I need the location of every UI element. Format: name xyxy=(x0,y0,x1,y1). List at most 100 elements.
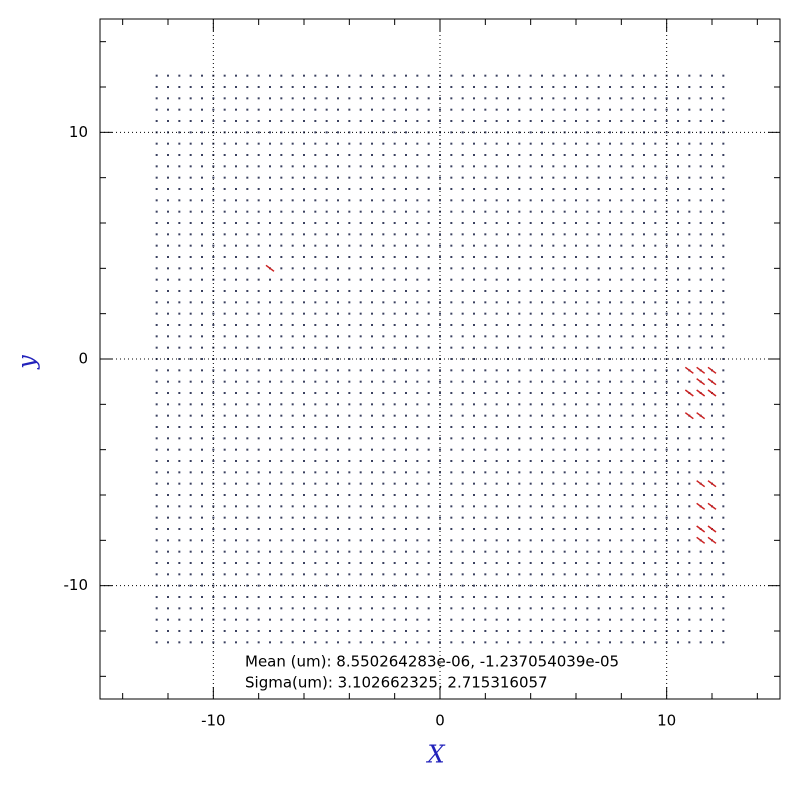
grid-point xyxy=(541,494,543,496)
grid-point xyxy=(699,154,702,156)
grid-point xyxy=(484,335,487,338)
grid-point xyxy=(405,312,407,315)
grid-point xyxy=(427,188,430,190)
grid-point xyxy=(178,550,181,553)
grid-point xyxy=(495,222,498,224)
grid-point xyxy=(280,505,283,508)
grid-point xyxy=(167,380,169,383)
grid-point xyxy=(189,550,192,553)
grid-point xyxy=(359,494,362,496)
grid-point xyxy=(416,596,419,598)
grid-point xyxy=(189,505,192,508)
grid-point xyxy=(654,460,657,462)
grid-point xyxy=(291,369,294,372)
grid-point xyxy=(529,210,532,213)
grid-point xyxy=(575,199,577,202)
grid-point xyxy=(597,358,600,360)
grid-point xyxy=(303,108,305,111)
grid-point xyxy=(371,380,373,383)
grid-point xyxy=(541,301,543,304)
grid-point xyxy=(631,516,634,519)
grid-point xyxy=(597,596,600,598)
grid-point xyxy=(450,188,453,190)
grid-point xyxy=(507,199,509,202)
grid-point xyxy=(405,528,407,530)
grid-point xyxy=(303,630,305,632)
grid-point xyxy=(393,607,396,610)
grid-point xyxy=(688,267,691,270)
grid-point xyxy=(654,630,657,632)
grid-point xyxy=(280,392,283,394)
grid-point xyxy=(597,494,600,496)
grid-point xyxy=(167,494,169,496)
grid-point xyxy=(677,324,679,326)
grid-point xyxy=(529,494,532,496)
grid-point xyxy=(552,188,555,190)
grid-point xyxy=(314,641,317,644)
grid-point xyxy=(201,528,203,530)
grid-point xyxy=(461,210,464,213)
grid-point xyxy=(246,199,249,202)
grid-point xyxy=(314,154,317,156)
grid-point xyxy=(201,380,203,383)
grid-point xyxy=(575,222,577,224)
grid-point xyxy=(586,222,589,224)
grid-point xyxy=(461,97,464,100)
grid-point xyxy=(291,86,294,88)
grid-point xyxy=(552,324,555,326)
grid-point xyxy=(484,278,487,281)
grid-point xyxy=(541,505,543,508)
grid-point xyxy=(552,199,555,202)
grid-point xyxy=(711,324,713,326)
grid-point xyxy=(699,460,702,462)
grid-point xyxy=(699,596,702,598)
grid-point xyxy=(541,573,543,576)
grid-point xyxy=(359,448,362,451)
grid-point xyxy=(518,380,521,383)
grid-point xyxy=(405,301,407,304)
grid-point xyxy=(201,618,203,621)
grid-point xyxy=(257,97,260,100)
grid-point xyxy=(416,414,419,417)
grid-point xyxy=(654,494,657,496)
grid-point xyxy=(484,607,487,610)
grid-point xyxy=(291,108,294,111)
grid-point xyxy=(484,131,487,134)
grid-point xyxy=(246,528,249,530)
grid-point xyxy=(257,210,260,213)
grid-point xyxy=(677,471,679,474)
grid-point xyxy=(155,392,158,394)
grid-point xyxy=(382,131,385,134)
grid-point xyxy=(189,630,192,632)
grid-point xyxy=(609,267,611,270)
grid-point xyxy=(507,97,509,100)
grid-point xyxy=(620,437,623,440)
grid-point xyxy=(201,199,203,202)
grid-point xyxy=(609,448,611,451)
grid-point xyxy=(631,392,634,394)
grid-point xyxy=(178,233,181,236)
grid-point xyxy=(722,471,725,474)
grid-point xyxy=(722,358,725,360)
grid-point xyxy=(337,516,339,519)
grid-point xyxy=(677,460,679,462)
grid-point xyxy=(393,516,396,519)
grid-point xyxy=(235,312,237,315)
grid-point xyxy=(484,97,487,100)
grid-point xyxy=(427,471,430,474)
grid-point xyxy=(223,222,226,224)
grid-point xyxy=(235,630,237,632)
grid-point xyxy=(688,324,691,326)
grid-point xyxy=(201,471,203,474)
grid-point xyxy=(552,233,555,236)
grid-point xyxy=(507,335,509,338)
grid-point xyxy=(654,641,657,644)
grid-point xyxy=(643,267,645,270)
grid-point xyxy=(563,142,566,145)
grid-point xyxy=(529,471,532,474)
grid-point xyxy=(269,290,271,292)
grid-point xyxy=(269,573,271,576)
grid-point xyxy=(541,516,543,519)
grid-point xyxy=(484,222,487,224)
grid-point xyxy=(201,426,203,428)
